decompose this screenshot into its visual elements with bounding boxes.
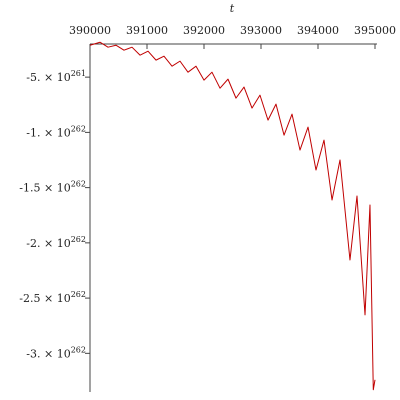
x-tick-label: 395000 bbox=[354, 24, 396, 37]
y-tick-exponent: 262 bbox=[71, 235, 86, 244]
y-tick-label: -5. × 10261 bbox=[26, 69, 86, 84]
x-tick-label: 394000 bbox=[297, 24, 339, 37]
line-series bbox=[89, 41, 376, 391]
y-tick-mantissa: -1.5 × 10 bbox=[19, 182, 70, 195]
x-axis-label: t bbox=[230, 2, 235, 15]
y-tick-label: -3. × 10262 bbox=[26, 345, 86, 360]
y-tick-label: -1.5 × 10262 bbox=[19, 180, 86, 195]
y-tick-exponent: 261 bbox=[71, 69, 86, 78]
y-tick-mantissa: -5. × 10 bbox=[26, 71, 70, 84]
x-tick-label: 391000 bbox=[126, 24, 168, 37]
y-tick-mantissa: -2.5 × 10 bbox=[19, 292, 70, 305]
x-tick-label: 392000 bbox=[183, 24, 225, 37]
x-tick-label: 390000 bbox=[69, 24, 111, 37]
y-tick-label: -2. × 10262 bbox=[26, 235, 86, 250]
y-tick-exponent: 262 bbox=[71, 180, 86, 189]
y-tick-mantissa: -1. × 10 bbox=[26, 126, 70, 139]
y-tick-exponent: 262 bbox=[71, 345, 86, 354]
y-tick-mantissa: -2. × 10 bbox=[26, 237, 70, 250]
y-tick-exponent: 262 bbox=[71, 124, 86, 133]
y-tick-mantissa: -3. × 10 bbox=[26, 347, 70, 360]
y-tick-exponent: 262 bbox=[71, 290, 86, 299]
x-tick-label: 393000 bbox=[240, 24, 282, 37]
y-tick-label: -2.5 × 10262 bbox=[19, 290, 86, 305]
y-tick-label: -1. × 10262 bbox=[26, 124, 86, 139]
